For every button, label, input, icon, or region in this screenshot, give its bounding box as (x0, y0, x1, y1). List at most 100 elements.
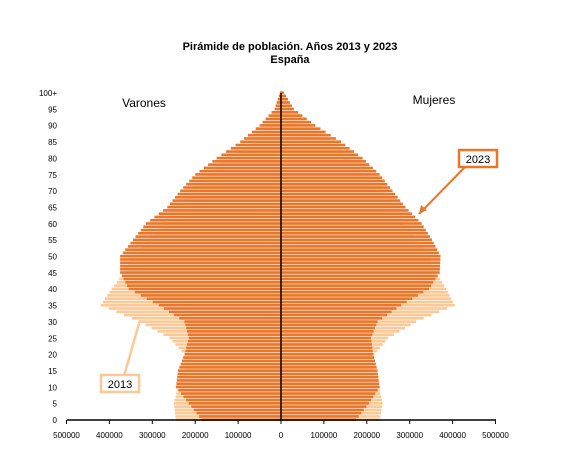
bar-2023-men (181, 359, 281, 363)
bar-2023-women (281, 189, 393, 193)
bar-2023-women (281, 310, 392, 314)
bar-2023-men (146, 297, 281, 301)
bar-2023-men (126, 284, 281, 287)
bar-2023-men (187, 339, 281, 343)
bar-2023-men (177, 375, 281, 379)
bar-2023-men (175, 196, 281, 199)
bar-2023-women (281, 150, 354, 153)
bar-2023-women (281, 359, 375, 363)
bar-2023-women (281, 209, 409, 212)
bar-2023-men (143, 225, 281, 229)
bar-2023-women (281, 251, 439, 255)
bar-2023-women (281, 333, 373, 336)
bar-2023-women (281, 405, 367, 408)
bar-2023-women (281, 277, 436, 281)
bar-2023-men (178, 369, 281, 372)
bar-2023-women (281, 140, 342, 144)
bar-2023-women (281, 228, 426, 232)
chart-title: Pirámide de población. Años 2013 y 2023 (183, 41, 398, 53)
bar-2023-women (281, 411, 362, 415)
bar-2023-women (281, 199, 401, 202)
bar-2023-women (281, 271, 440, 274)
bar-2023-women (281, 114, 303, 117)
bar-2023-women (281, 176, 383, 180)
bar-2023-women (281, 212, 412, 216)
bar-2023-women (281, 284, 432, 287)
x-axis-ticks: 500000 400000 300000 200000 100000 0 100000 200… (53, 420, 509, 440)
annotation-2013-label: 2013 (108, 379, 132, 391)
bar-2023-men (184, 320, 281, 323)
annotation-2023-arrowhead (419, 205, 427, 214)
bar-2023-men (183, 356, 281, 359)
bar-2023-men (187, 333, 281, 336)
bar-2023-men (189, 179, 281, 183)
bar-2023-women (281, 235, 430, 238)
bar-2023-men (123, 277, 281, 281)
bar-2023-women (281, 124, 316, 127)
bar-2023-men (275, 104, 281, 108)
bar-2023-women (281, 375, 379, 379)
y-tick-label: 85 (48, 138, 57, 147)
bar-2023-women (281, 267, 440, 271)
bar-2023-women (281, 385, 380, 389)
bar-2023-men (158, 212, 281, 216)
bar-2023-women (281, 281, 434, 284)
bar-2023-women (281, 287, 430, 291)
left-side-label: Varones (122, 96, 166, 110)
y-tick-label: 0 (53, 416, 58, 425)
right-side-label: Mujeres (413, 93, 456, 107)
bar-2023-women (281, 97, 288, 101)
bar-2023-men (132, 238, 281, 242)
y-tick-label: 70 (48, 187, 57, 196)
bar-2023-men (163, 307, 281, 310)
bar-2023-men (278, 94, 281, 98)
bar-2023-women (281, 336, 372, 340)
bar-2023-women (281, 346, 373, 350)
bar-2023-women (281, 117, 307, 121)
y-tick-label: 10 (48, 383, 57, 392)
bar-2023-men (186, 398, 281, 402)
bar-2023-women (281, 166, 373, 170)
bar-2023-men (259, 124, 281, 127)
bar-2023-women (281, 366, 377, 369)
bar-2023-women (281, 290, 424, 294)
bar-2023-women (281, 218, 419, 222)
bar-2023-men (175, 385, 281, 389)
bar-2023-men (172, 199, 281, 202)
bar-2023-men (125, 248, 281, 251)
bar-2023-men (244, 137, 281, 140)
bar-2023-women (281, 160, 366, 163)
bar-2023-men (247, 133, 281, 137)
bar-2023-women (281, 261, 441, 265)
bar-2023-men (183, 395, 281, 399)
bar-2023-women (281, 245, 436, 248)
bar-2023-women (281, 107, 294, 111)
bar-2023-men (265, 117, 281, 121)
bar-2023-men (274, 107, 281, 111)
annotation-2023-box (457, 148, 499, 169)
bar-2023-men (180, 189, 281, 193)
bar-2023-women (281, 343, 372, 346)
bar-2023-men (150, 218, 281, 222)
bar-2023-women (281, 231, 428, 235)
bar-2023-women (281, 388, 378, 392)
bar-2023-men (230, 146, 281, 150)
bar-2023-men (138, 231, 281, 235)
bar-2023-men (169, 202, 281, 206)
bar-2023-women (281, 398, 372, 402)
bar-2023-men (186, 326, 281, 330)
bar-2023-women (281, 94, 286, 98)
bar-2023-women (281, 222, 422, 225)
bar-2023-men (122, 251, 281, 255)
bar-2023-women (281, 192, 396, 196)
bar-2023-men (235, 143, 281, 147)
bar-2023-women (281, 303, 402, 307)
bar-2023-men (208, 163, 281, 166)
y-tick-label: 95 (48, 105, 57, 114)
bar-2023-women (281, 382, 380, 386)
bar-2023-women (281, 143, 346, 147)
bar-2023-men (195, 173, 281, 176)
bar-2023-men (183, 186, 281, 189)
bar-2023-men (277, 97, 281, 101)
x-tick-label: 100000 (225, 431, 252, 440)
